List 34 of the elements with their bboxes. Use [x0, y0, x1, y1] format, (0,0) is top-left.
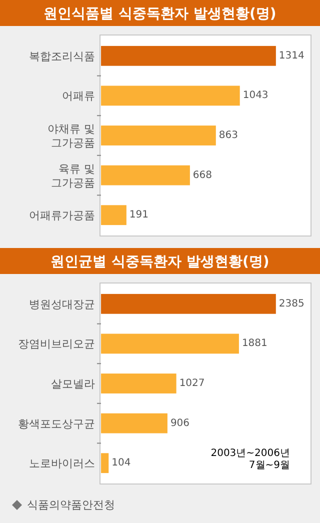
- data-label: 1027: [179, 378, 205, 389]
- y-tick-label: 복합조리식품: [29, 49, 95, 62]
- data-label: 906: [170, 418, 190, 429]
- bar: [101, 46, 276, 66]
- chart-title: 원인식품별 식중독환자 발생현황(명): [44, 6, 276, 22]
- y-tick-label: 장염비브리오균: [18, 337, 95, 350]
- y-tick-label: 육류 및 그가공품: [51, 162, 95, 189]
- text: 식품의약품안전청: [27, 498, 115, 512]
- y-tick-label: 어패류: [62, 89, 95, 102]
- data-label: 1881: [242, 338, 268, 350]
- y-tick-label: 야채류 및 그가공품: [48, 122, 95, 149]
- data-label: 2385: [278, 298, 304, 310]
- data-label: 1314: [278, 50, 304, 62]
- chart-title: 원인균별 식중독환자 발생현황(명): [50, 254, 270, 270]
- y-tick-label: 노로바이러스: [29, 456, 95, 470]
- bar: [101, 126, 216, 146]
- data-label: 1043: [242, 90, 268, 102]
- bar: [101, 374, 176, 394]
- bar: [101, 334, 239, 354]
- data-label: 104: [112, 458, 131, 469]
- data-label: 668: [192, 170, 212, 181]
- bar: [101, 413, 168, 434]
- bar: [101, 205, 126, 226]
- data-label: 191: [129, 210, 149, 221]
- y-tick-label: 살모넬라: [51, 377, 95, 390]
- bar: [101, 86, 240, 106]
- annotation: 2003년~2006년 7월~9월: [210, 448, 290, 471]
- y-tick-label: 병원성대장균: [29, 297, 95, 310]
- y-tick-label: 황색포도상구균: [18, 416, 95, 430]
- y-tick-label: 어패류가공품: [29, 208, 95, 222]
- bar: [101, 294, 276, 314]
- data-label: 863: [218, 130, 238, 141]
- bar: [101, 165, 190, 186]
- bar: [101, 453, 109, 474]
